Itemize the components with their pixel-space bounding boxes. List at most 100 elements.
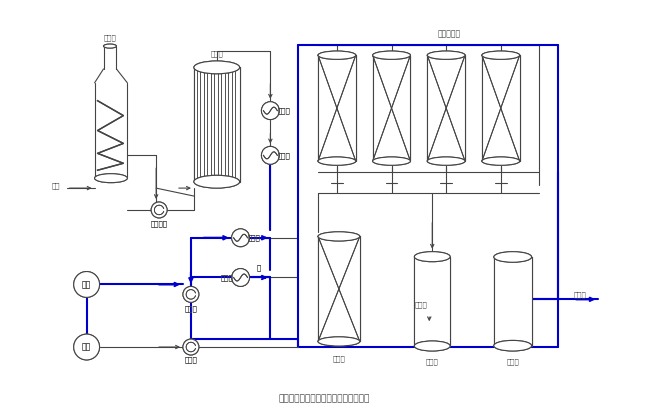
Bar [373, 55, 410, 161]
Ellipse shape [482, 157, 520, 165]
Ellipse shape [482, 157, 520, 165]
Circle shape [231, 268, 249, 286]
Ellipse shape [373, 157, 410, 165]
Circle shape [183, 286, 199, 302]
Bar [318, 236, 360, 341]
Bar [318, 55, 356, 161]
Bar [194, 67, 240, 182]
Text: 预热器: 预热器 [248, 235, 261, 241]
Ellipse shape [104, 44, 117, 48]
Ellipse shape [318, 51, 356, 59]
Text: 纯水: 纯水 [82, 343, 91, 352]
Circle shape [74, 334, 100, 360]
Ellipse shape [194, 175, 240, 188]
Ellipse shape [318, 232, 360, 241]
Text: 冷却器: 冷却器 [220, 274, 233, 281]
Bar [427, 55, 465, 161]
Text: 给水泵: 给水泵 [185, 357, 197, 363]
Bar [494, 257, 531, 346]
Circle shape [151, 202, 167, 218]
Bar [482, 55, 520, 161]
Bar [194, 67, 240, 182]
Ellipse shape [373, 51, 410, 59]
Text: 原料泵: 原料泵 [185, 305, 197, 312]
Ellipse shape [194, 61, 240, 74]
Text: 纯水: 纯水 [82, 343, 91, 352]
Text: 给水泵: 给水泵 [185, 357, 197, 363]
Ellipse shape [318, 157, 356, 165]
Text: 原料泵: 原料泵 [185, 305, 197, 312]
Text: 冷却器: 冷却器 [220, 274, 233, 281]
Text: 导热油泵: 导热油泵 [150, 221, 168, 227]
Text: 导热油泵: 导热油泵 [150, 221, 168, 227]
Ellipse shape [95, 174, 128, 183]
Bar [373, 55, 410, 161]
Circle shape [74, 272, 100, 297]
Circle shape [74, 334, 100, 360]
Ellipse shape [194, 175, 240, 188]
Text: 预热器: 预热器 [248, 235, 261, 241]
Text: 加热炉: 加热炉 [104, 35, 117, 42]
Circle shape [231, 268, 249, 286]
Text: 变压吸附罐: 变压吸附罐 [437, 30, 461, 39]
Bar [494, 257, 531, 346]
Ellipse shape [414, 252, 450, 262]
Circle shape [74, 272, 100, 297]
Ellipse shape [95, 174, 128, 183]
Ellipse shape [427, 51, 465, 59]
Ellipse shape [494, 252, 531, 262]
Text: 燃料: 燃料 [51, 183, 60, 189]
Text: 解析气: 解析气 [414, 301, 427, 308]
Ellipse shape [318, 157, 356, 165]
Ellipse shape [318, 51, 356, 59]
Ellipse shape [494, 340, 531, 351]
Text: 甲醇蒸化制氢及变压吸附工艺流程简图: 甲醇蒸化制氢及变压吸附工艺流程简图 [278, 394, 370, 403]
Bar [482, 55, 520, 161]
Ellipse shape [414, 341, 450, 351]
Ellipse shape [318, 337, 360, 346]
Ellipse shape [318, 232, 360, 241]
Ellipse shape [494, 252, 531, 262]
Bar [318, 236, 360, 341]
Ellipse shape [427, 157, 465, 165]
Bar [318, 55, 356, 161]
Ellipse shape [194, 61, 240, 74]
Circle shape [183, 339, 199, 355]
Circle shape [183, 286, 199, 302]
Ellipse shape [104, 44, 117, 48]
Text: 缓冲罐: 缓冲罐 [426, 359, 439, 365]
Text: 过热器: 过热器 [278, 107, 291, 114]
Ellipse shape [482, 51, 520, 59]
Circle shape [231, 229, 249, 247]
Text: 贮气罐: 贮气罐 [506, 359, 519, 365]
Ellipse shape [427, 51, 465, 59]
Bar [427, 55, 465, 161]
Bar [414, 257, 450, 346]
Circle shape [231, 229, 249, 247]
Ellipse shape [318, 337, 360, 346]
Text: 净化器: 净化器 [278, 152, 291, 159]
Text: 水: 水 [257, 264, 260, 271]
Bar [414, 257, 450, 346]
Text: 甲醇: 甲醇 [82, 280, 91, 289]
Text: 转化器: 转化器 [211, 51, 223, 58]
Circle shape [183, 339, 199, 355]
Text: 净化器: 净化器 [278, 152, 291, 159]
Text: 水洗塔: 水洗塔 [332, 356, 345, 362]
Circle shape [261, 146, 279, 164]
Text: 过热器: 过热器 [278, 107, 291, 114]
Text: 产品氢: 产品氢 [573, 291, 586, 298]
Ellipse shape [414, 341, 450, 351]
Text: 水: 水 [257, 264, 260, 271]
Ellipse shape [373, 51, 410, 59]
Circle shape [261, 102, 279, 120]
Text: 甲醇: 甲醇 [82, 280, 91, 289]
Circle shape [261, 146, 279, 164]
Ellipse shape [494, 340, 531, 351]
Ellipse shape [427, 157, 465, 165]
Ellipse shape [414, 252, 450, 262]
Ellipse shape [373, 157, 410, 165]
Ellipse shape [482, 51, 520, 59]
Circle shape [151, 202, 167, 218]
Circle shape [261, 102, 279, 120]
